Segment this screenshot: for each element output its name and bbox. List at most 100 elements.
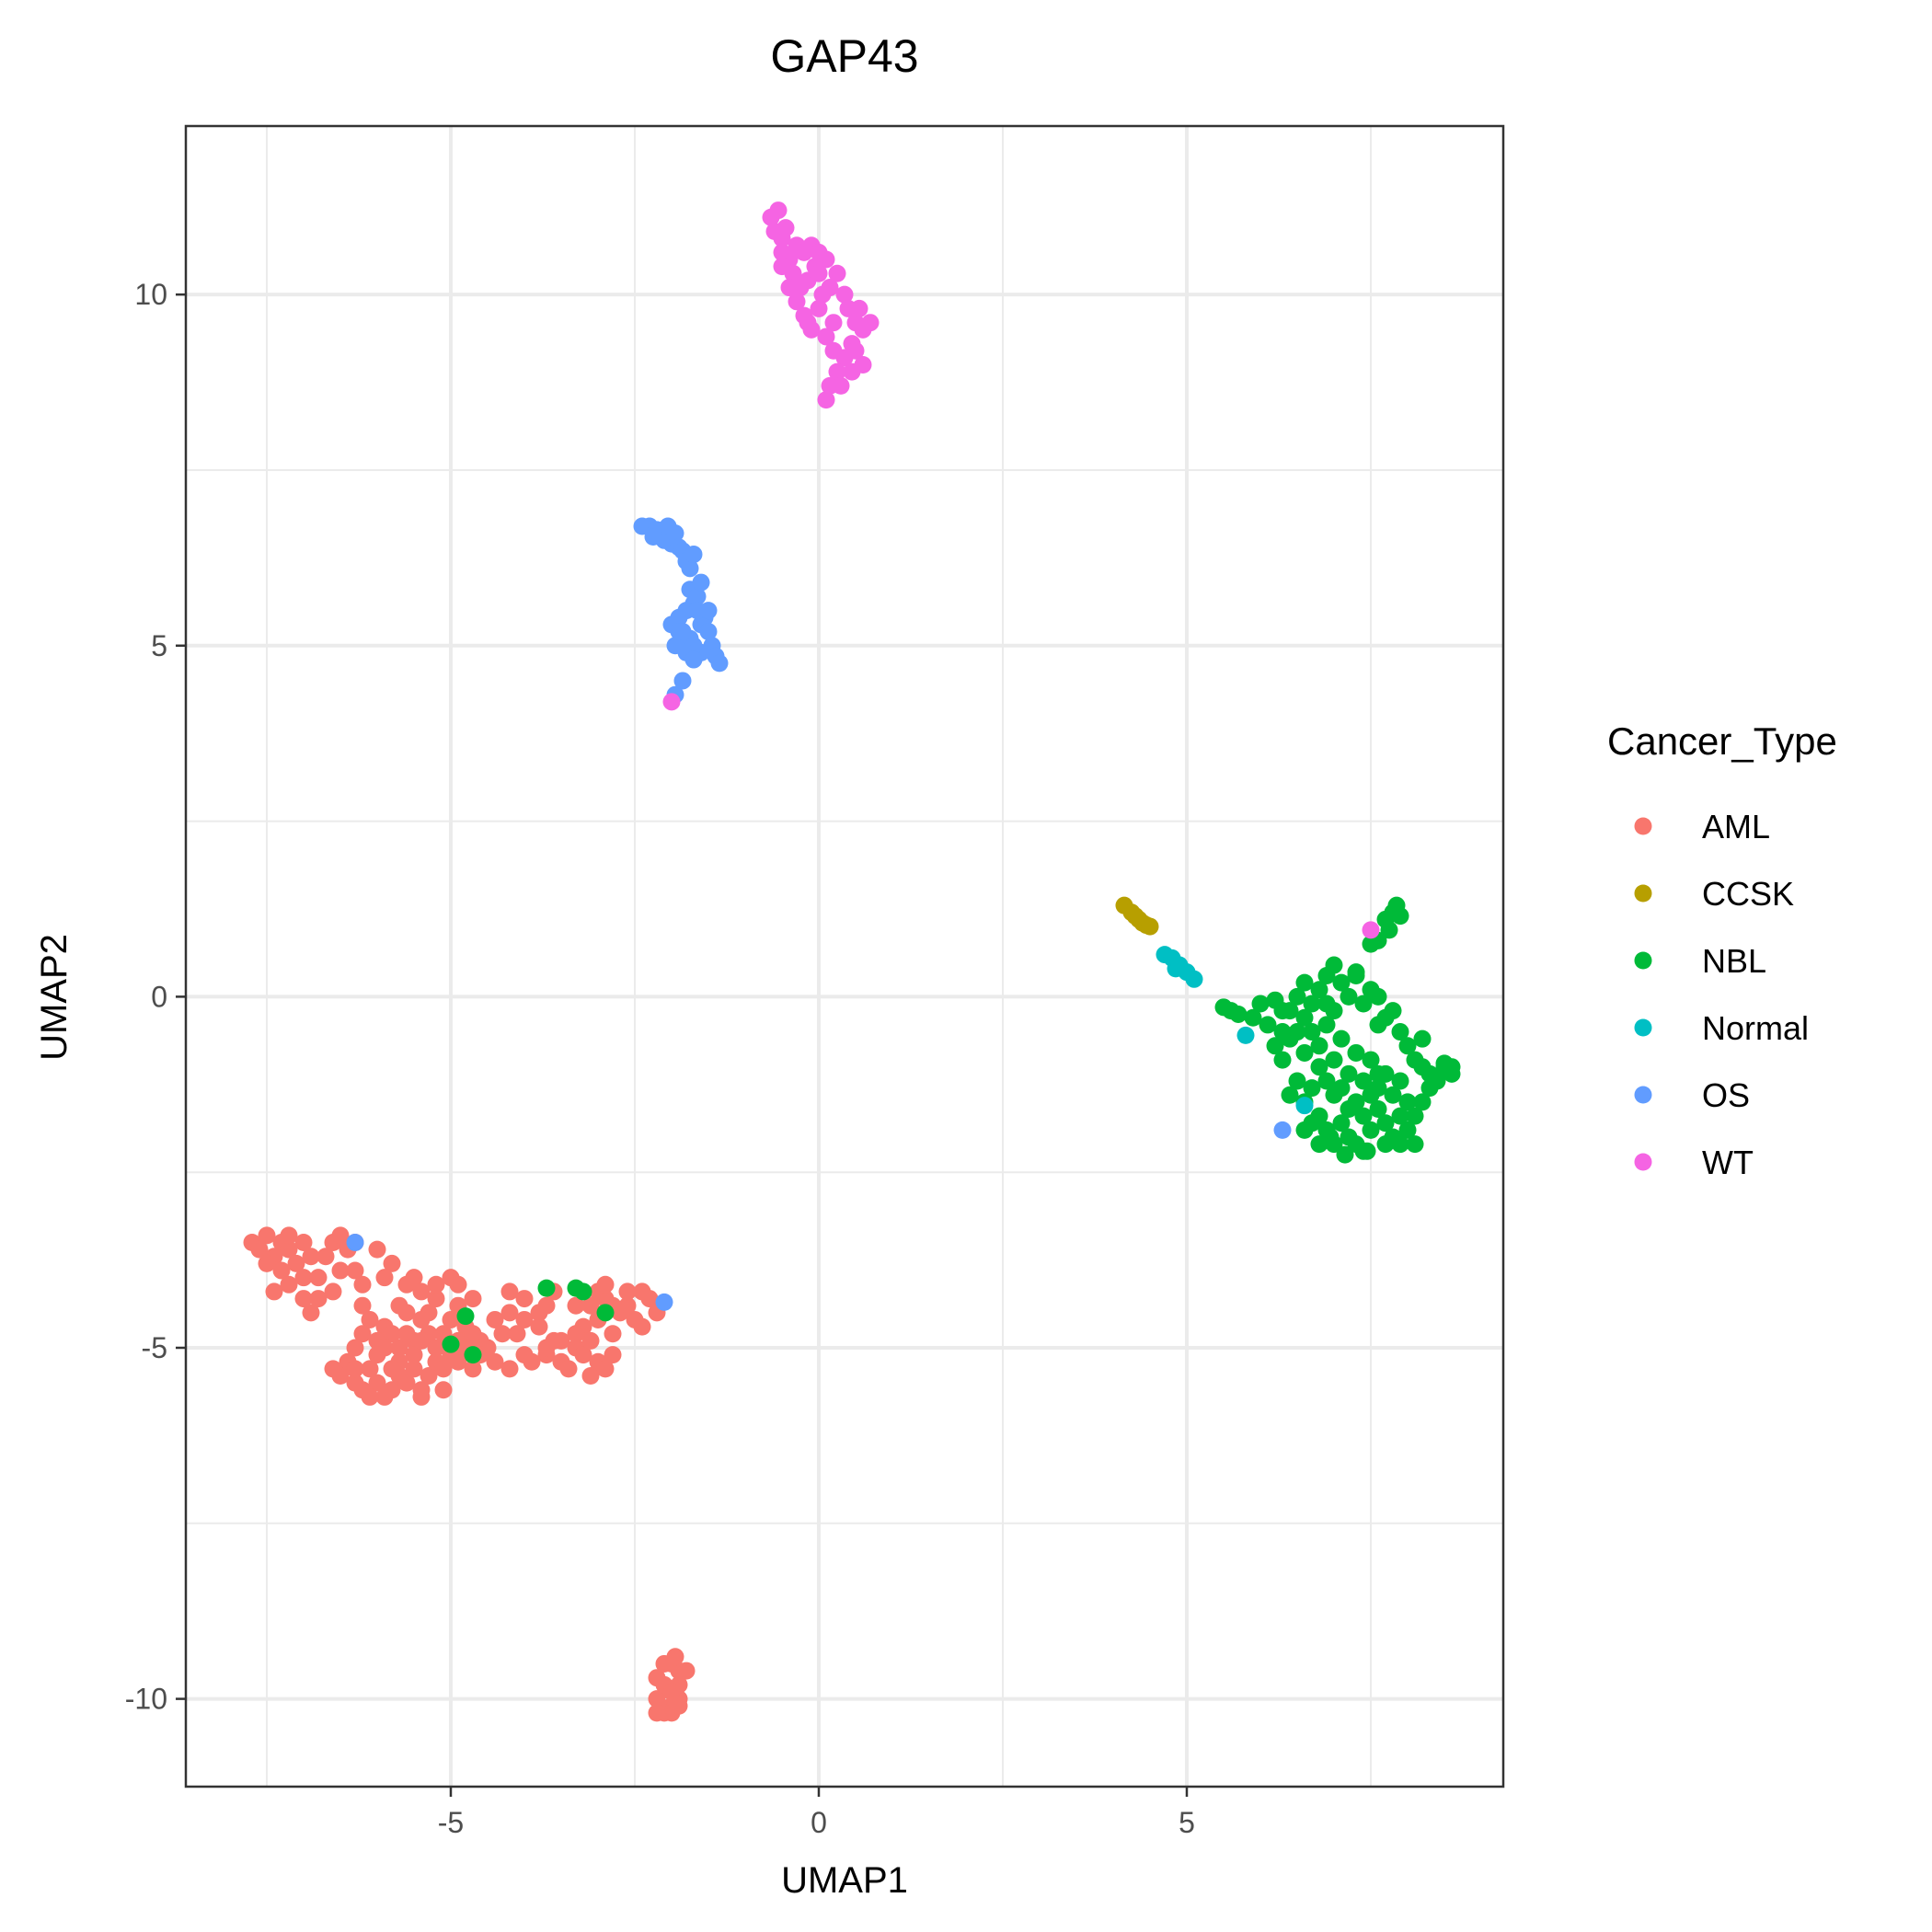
data-point-nbl <box>1317 995 1336 1013</box>
legend-label-aml: AML <box>1702 808 1770 845</box>
data-point-aml <box>383 1360 401 1378</box>
data-point-aml <box>294 1269 313 1287</box>
data-point-os <box>655 1293 673 1311</box>
legend-label-ccsk: CCSK <box>1702 875 1794 913</box>
legend-key-aml <box>1634 817 1652 835</box>
data-point-nbl <box>1288 1023 1306 1041</box>
data-point-aml <box>633 1282 651 1301</box>
data-point-normal <box>1295 1097 1314 1115</box>
data-point-os <box>692 573 710 592</box>
data-point-wt <box>824 314 843 332</box>
panel-border <box>184 124 1505 1788</box>
data-point-nbl <box>1295 973 1314 992</box>
data-point-nbl <box>1354 1072 1373 1090</box>
data-point-aml <box>361 1360 379 1378</box>
data-point-aml <box>346 1339 364 1357</box>
data-point-aml <box>368 1346 386 1364</box>
data-point-nbl <box>1303 1023 1321 1041</box>
data-point-aml <box>604 1325 622 1343</box>
data-point-nbl <box>1325 1051 1343 1069</box>
data-point-os <box>684 650 703 669</box>
data-point-os <box>644 527 662 546</box>
data-point-aml <box>500 1282 519 1301</box>
data-point-aml <box>574 1346 592 1364</box>
data-point-aml <box>581 1331 600 1350</box>
data-point-wt <box>817 391 835 409</box>
data-point-nbl <box>574 1282 592 1301</box>
data-point-aml <box>559 1360 578 1378</box>
data-point-aml <box>397 1325 416 1343</box>
data-point-nbl <box>1295 1008 1314 1027</box>
data-point-aml <box>486 1352 504 1371</box>
data-point-aml <box>648 1690 666 1708</box>
data-point-aml <box>420 1367 438 1386</box>
data-point-nbl <box>1259 1016 1277 1034</box>
legend-key-ccsk <box>1634 884 1652 903</box>
x-tick-label: 0 <box>811 1806 827 1839</box>
data-point-nbl <box>1295 1121 1314 1139</box>
data-point-nbl <box>1369 1099 1387 1118</box>
y-tick-label: -5 <box>142 1331 167 1364</box>
data-points <box>243 201 1461 1722</box>
data-point-aml <box>523 1352 541 1371</box>
data-point-nbl <box>537 1279 556 1297</box>
data-point-wt <box>828 264 846 282</box>
data-point-aml <box>412 1331 431 1350</box>
data-point-nbl <box>1391 1072 1409 1090</box>
data-point-aml <box>324 1360 342 1378</box>
data-point-wt <box>828 362 846 381</box>
data-point-aml <box>427 1339 445 1357</box>
data-point-aml <box>316 1248 335 1266</box>
data-point-aml <box>280 1240 298 1259</box>
data-point-nbl <box>1321 1128 1340 1146</box>
data-point-nbl <box>1384 1086 1402 1104</box>
data-point-nbl <box>1310 1058 1328 1076</box>
data-point-nbl <box>1273 1051 1292 1069</box>
data-point-nbl <box>1317 1072 1336 1090</box>
data-point-nbl <box>464 1346 482 1364</box>
data-point-wt <box>780 279 799 297</box>
legend-key-os <box>1634 1086 1652 1104</box>
data-point-aml <box>368 1240 386 1259</box>
data-point-normal <box>1185 970 1203 988</box>
data-point-nbl <box>1387 896 1406 914</box>
data-point-aml <box>405 1346 423 1364</box>
data-point-aml <box>464 1325 482 1343</box>
data-point-wt <box>850 299 868 317</box>
data-point-wt <box>776 219 795 237</box>
data-point-nbl <box>1303 995 1321 1013</box>
data-point-aml <box>331 1226 350 1245</box>
data-point-wt <box>799 314 817 332</box>
data-point-aml <box>302 1304 320 1322</box>
data-point-nbl <box>1443 1058 1461 1076</box>
data-point-aml <box>648 1704 666 1722</box>
data-point-nbl <box>1336 1145 1354 1164</box>
data-point-nbl <box>1398 1037 1417 1055</box>
data-point-aml <box>434 1381 453 1399</box>
data-point-nbl <box>1362 1086 1380 1104</box>
data-point-nbl <box>1380 921 1398 939</box>
data-point-aml <box>515 1310 534 1328</box>
y-axis-ticks: -10 -5 0 5 10 <box>125 278 186 1716</box>
data-point-aml <box>361 1310 379 1328</box>
data-point-aml <box>346 1360 364 1378</box>
data-point-aml <box>537 1296 556 1315</box>
data-point-wt <box>662 693 681 711</box>
data-point-nbl <box>1266 1037 1284 1055</box>
data-point-aml <box>677 1662 696 1680</box>
data-point-wt <box>832 376 850 395</box>
data-point-aml <box>545 1331 563 1350</box>
data-point-aml <box>250 1240 269 1259</box>
data-point-nbl <box>1340 987 1358 1006</box>
data-point-nbl <box>1332 973 1351 992</box>
data-point-aml <box>581 1367 600 1386</box>
data-point-aml <box>596 1275 615 1294</box>
data-point-aml <box>353 1325 372 1343</box>
data-point-aml <box>383 1325 401 1343</box>
x-tick-label: 5 <box>1179 1806 1195 1839</box>
y-tick-label: 5 <box>151 629 167 662</box>
data-point-nbl <box>1413 1029 1432 1048</box>
data-point-aml <box>581 1296 600 1315</box>
data-point-aml <box>648 1669 666 1687</box>
data-point-nbl <box>1332 1029 1351 1048</box>
